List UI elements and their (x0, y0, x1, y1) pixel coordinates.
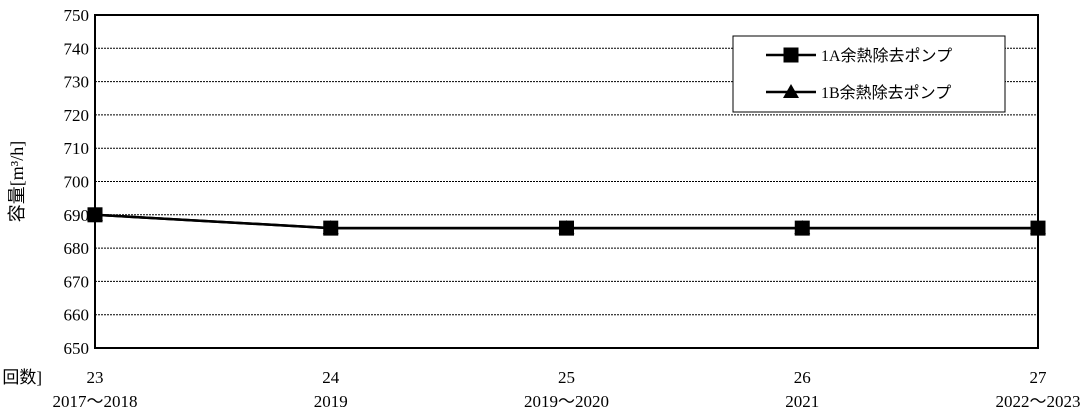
y-tick-label: 700 (64, 173, 90, 192)
x-tick-label: 26 (794, 368, 811, 387)
y-tick-label: 650 (64, 339, 90, 358)
y-tick-label: 710 (64, 139, 90, 158)
x-tick-label: 24 (322, 368, 340, 387)
legend-entry: 1A余熱除去ポンプ (766, 46, 952, 65)
x-tick-label: 23 (87, 368, 104, 387)
y-tick-label: 750 (64, 6, 90, 25)
legend: 1A余熱除去ポンプ 1B余熱除去ポンプ (732, 35, 1006, 113)
data-point (794, 220, 810, 236)
y-axis: 650 660 670 680 690 700 710 720 730 740 750 (64, 6, 90, 358)
legend-marker (783, 84, 799, 98)
data-point (1030, 220, 1046, 236)
x-axis-prefix-label: 回数] (2, 368, 42, 387)
y-tick-label: 670 (64, 272, 90, 291)
data-point (323, 220, 339, 236)
y-axis-label: 容量[m³/h] (7, 141, 27, 222)
legend-label: 1A余熱除去ポンプ (821, 46, 952, 65)
x-tick-year-label: 2022～2023 (996, 392, 1081, 411)
x-tick-year-label: 2021 (785, 392, 819, 411)
series-layer (87, 206, 1046, 236)
legend-entry: 1B余熱除去ポンプ (766, 83, 951, 102)
legend-box (732, 35, 1006, 113)
y-tick-label: 660 (64, 306, 90, 325)
x-tick-label: 27 (1030, 368, 1048, 387)
series (87, 207, 1046, 236)
x-tick-label: 25 (558, 368, 575, 387)
y-tick-label: 740 (64, 39, 90, 58)
y-tick-label: 680 (64, 239, 90, 258)
y-tick-label: 720 (64, 106, 90, 125)
data-point (559, 220, 574, 236)
data-point (87, 207, 103, 223)
x-tick-year-label: 2019 (314, 392, 348, 411)
legend-label: 1B余熱除去ポンプ (821, 83, 951, 102)
grid-lines (95, 47, 1038, 316)
plot-area (94, 14, 1039, 349)
x-tick-year-label: 2019～2020 (524, 392, 609, 411)
x-tick-year-label: 2017～2018 (53, 392, 138, 411)
legend-marker (783, 47, 799, 63)
x-axis: 23 2017～2018 24 2019 25 2019～2020 26 2021 27 2022… (53, 368, 1081, 411)
y-tick-label: 690 (64, 206, 90, 225)
y-tick-label: 730 (64, 73, 90, 92)
